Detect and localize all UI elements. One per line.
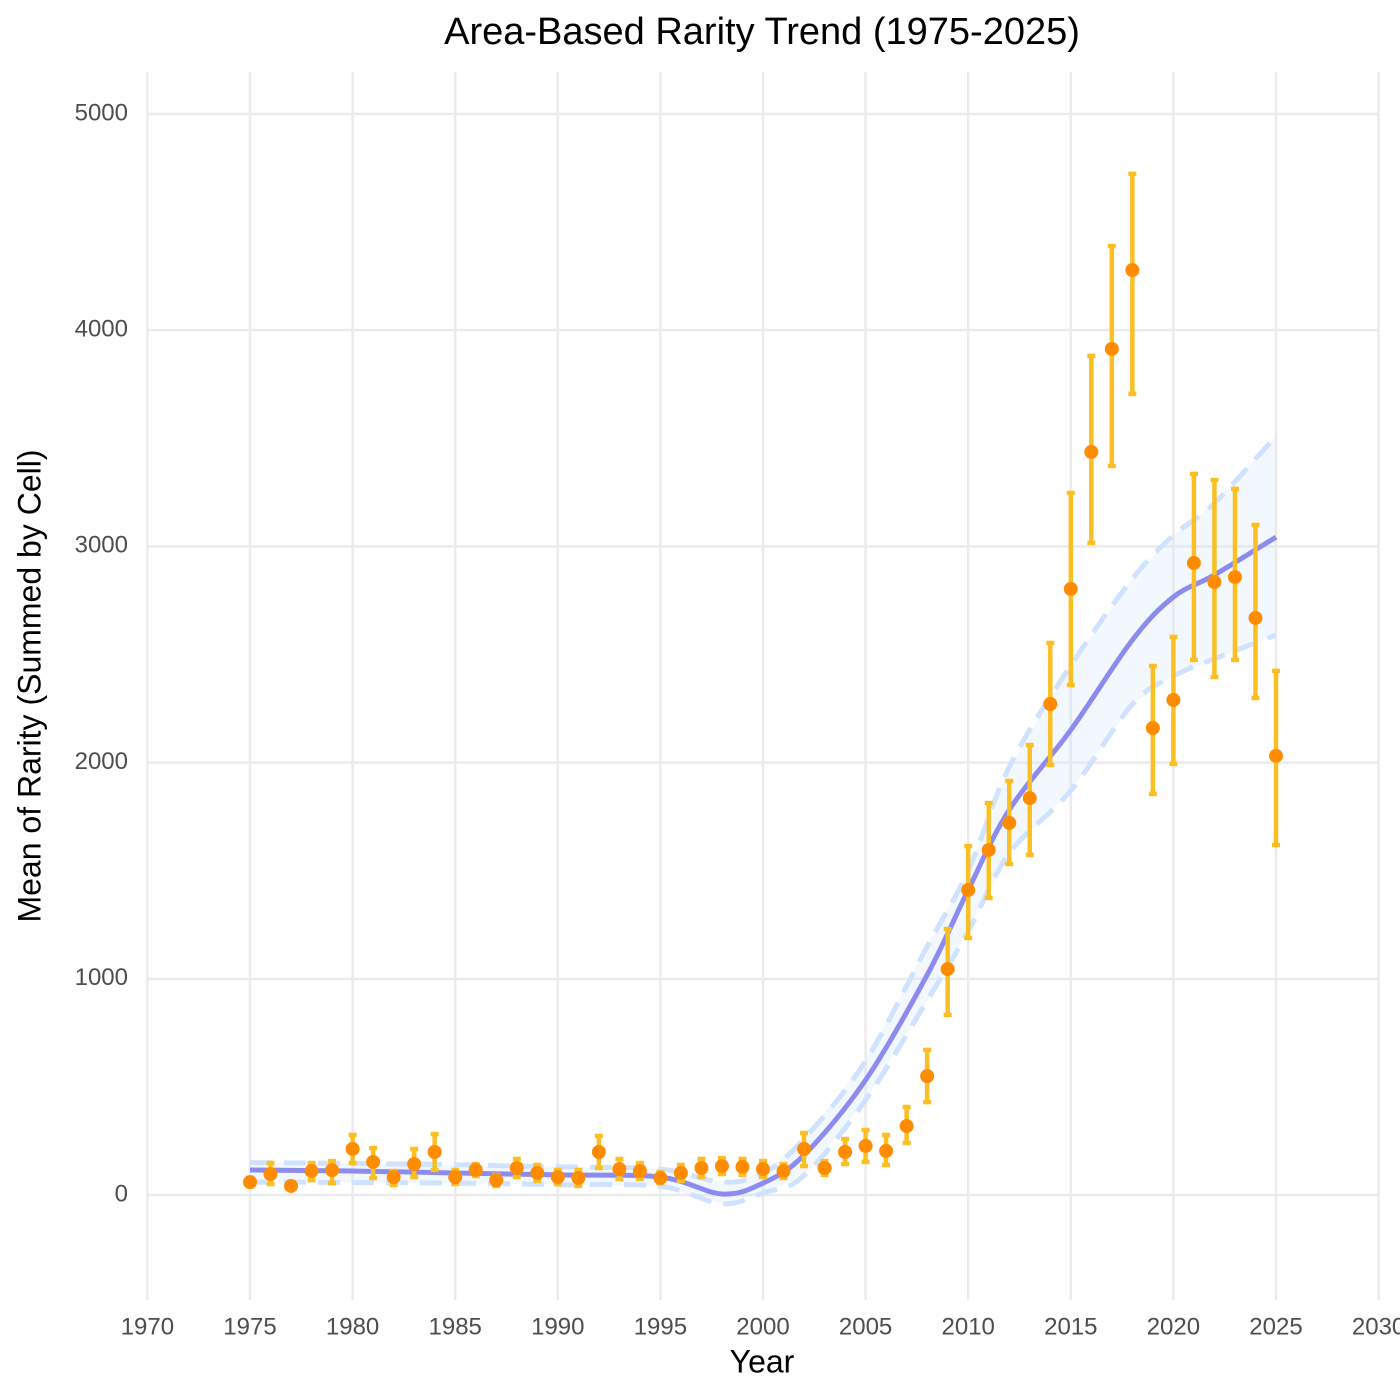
point <box>325 1163 340 1178</box>
point <box>304 1164 319 1179</box>
point <box>550 1170 565 1185</box>
point <box>735 1159 750 1174</box>
point <box>1145 721 1160 736</box>
point <box>1166 692 1181 707</box>
x-tick-label: 1990 <box>531 1313 584 1340</box>
point <box>1227 570 1242 585</box>
point <box>817 1161 832 1176</box>
point <box>632 1164 647 1179</box>
point <box>838 1145 853 1160</box>
point <box>858 1138 873 1153</box>
point <box>940 962 955 977</box>
point <box>776 1164 791 1179</box>
x-tick-label: 2020 <box>1147 1313 1200 1340</box>
point <box>714 1159 729 1174</box>
y-tick-label: 2000 <box>75 748 128 775</box>
point <box>694 1161 709 1176</box>
point <box>1186 556 1201 571</box>
point <box>1084 444 1099 459</box>
point <box>509 1161 524 1176</box>
point <box>1248 610 1263 625</box>
x-tick-label: 1985 <box>429 1313 482 1340</box>
point <box>407 1157 422 1172</box>
chart-title: Area-Based Rarity Trend (1975-2025) <box>444 11 1080 53</box>
point <box>653 1170 668 1185</box>
point <box>1125 263 1140 278</box>
y-tick-label: 0 <box>115 1180 128 1207</box>
x-tick-label: 1975 <box>223 1313 276 1340</box>
point <box>427 1145 442 1160</box>
x-tick-label: 2010 <box>942 1313 995 1340</box>
point <box>1269 748 1283 763</box>
point <box>1002 815 1017 830</box>
point <box>366 1154 381 1169</box>
x-tick-label: 2015 <box>1044 1313 1097 1340</box>
x-tick-label: 2025 <box>1249 1313 1302 1340</box>
x-axis-title: Year <box>730 1343 795 1379</box>
x-tick-label: 1980 <box>326 1313 379 1340</box>
point <box>756 1162 770 1177</box>
y-tick-label: 4000 <box>75 316 128 343</box>
point <box>489 1173 504 1188</box>
point <box>468 1162 483 1177</box>
point <box>797 1141 812 1156</box>
confidence-bound <box>249 434 1278 1185</box>
point <box>530 1165 545 1180</box>
point <box>920 1069 935 1084</box>
point <box>1063 581 1078 596</box>
point <box>673 1165 688 1180</box>
point <box>879 1143 894 1158</box>
y-tick-label: 3000 <box>75 532 128 559</box>
point <box>1022 791 1037 806</box>
point <box>1104 341 1119 356</box>
point <box>612 1162 627 1177</box>
point <box>386 1170 401 1185</box>
point <box>284 1178 299 1193</box>
y-axis-title: Mean of Rarity (Summed by Cell) <box>11 449 47 922</box>
point <box>263 1167 278 1182</box>
point <box>571 1170 586 1185</box>
y-tick-label: 1000 <box>75 964 128 991</box>
point <box>1207 575 1222 590</box>
x-tick-label: 2005 <box>839 1313 892 1340</box>
point <box>899 1119 914 1134</box>
point <box>243 1175 257 1190</box>
point <box>448 1170 463 1185</box>
point <box>1043 697 1058 712</box>
point <box>961 882 976 897</box>
x-tick-label: 1970 <box>121 1313 174 1340</box>
point <box>591 1145 606 1160</box>
point <box>345 1141 360 1156</box>
x-tick-label: 1995 <box>634 1313 687 1340</box>
point <box>981 842 996 857</box>
x-tick-label: 2030 <box>1352 1313 1400 1340</box>
x-tick-label: 2000 <box>736 1313 789 1340</box>
y-tick-label: 5000 <box>75 99 128 126</box>
